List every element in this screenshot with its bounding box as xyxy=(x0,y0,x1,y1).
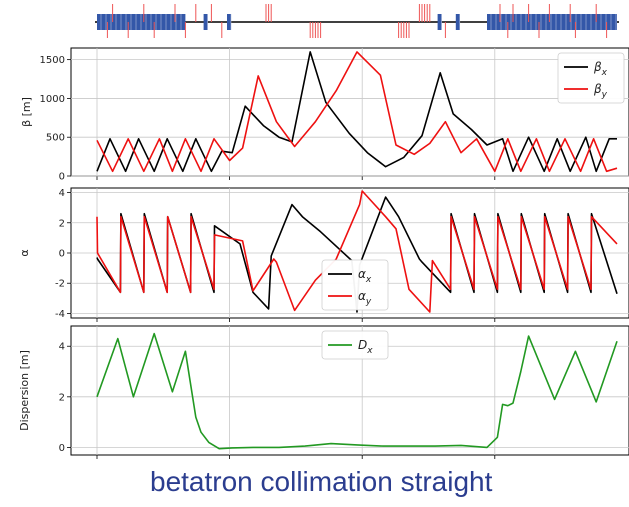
y-tick-label: -2 xyxy=(55,279,65,290)
legend: Dx xyxy=(321,330,389,360)
panel-frame xyxy=(70,325,629,456)
y-axis-label: α xyxy=(18,249,31,256)
y-tick-label: 0 xyxy=(59,172,65,183)
legend-box xyxy=(321,330,389,360)
dipole-block xyxy=(487,14,617,30)
series-line-Dx xyxy=(96,332,618,450)
panel-3: 0 2 4 Dispersion [m] Dx xyxy=(18,325,629,459)
y-tick-label: -4 xyxy=(55,309,65,320)
y-tick-label: 4 xyxy=(59,342,65,353)
y-axis-label: β [m] xyxy=(20,97,33,127)
y-tick-label: 4 xyxy=(59,188,65,199)
y-tick-label: 1500 xyxy=(40,55,65,66)
y-tick-label: 500 xyxy=(46,133,65,144)
y-tick-label: 2 xyxy=(59,392,65,403)
dipole-block xyxy=(437,14,442,30)
panel-frame xyxy=(70,47,629,177)
series-line-αy xyxy=(96,190,618,313)
dipole-block xyxy=(227,14,232,30)
series-line-βx xyxy=(96,51,617,173)
y-tick-label: 0 xyxy=(59,443,65,454)
legend-box xyxy=(321,259,389,311)
y-tick-label: 1000 xyxy=(40,94,65,105)
dipole-block xyxy=(203,14,208,30)
y-axis-label: Dispersion [m] xyxy=(18,350,31,431)
legend-box xyxy=(557,52,625,104)
lattice-layout-strip xyxy=(95,4,619,38)
y-tick-label: 2 xyxy=(59,218,65,229)
series-line-βy xyxy=(96,51,618,173)
figure-caption: betatron collimation straight xyxy=(150,466,493,497)
y-tick-label: 0 xyxy=(59,249,65,260)
dipole-block xyxy=(455,14,460,30)
